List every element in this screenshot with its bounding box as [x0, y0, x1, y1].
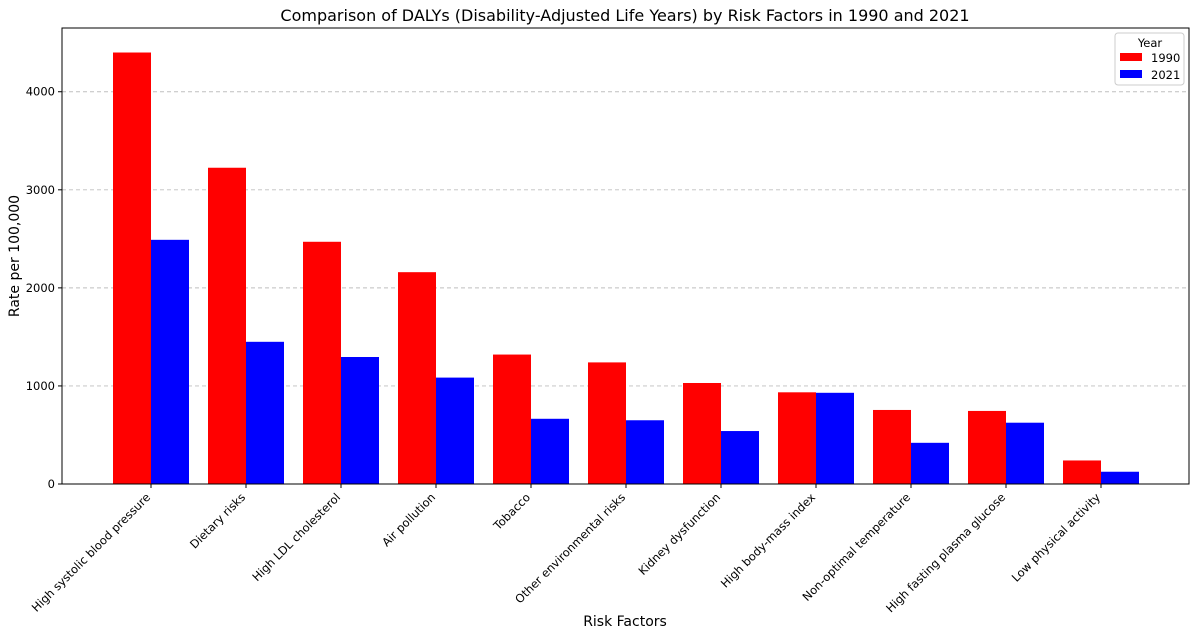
bar-2021	[816, 392, 854, 484]
bar-1990	[873, 409, 911, 484]
bar-1990	[303, 241, 341, 484]
bars	[113, 52, 1139, 485]
x-tick-label: High LDL cholesterol	[249, 490, 343, 584]
legend: Year 1990 2021	[1114, 32, 1185, 86]
x-tick-label: Other environmental risks	[512, 490, 628, 606]
bar-2021	[151, 239, 189, 484]
x-tick-label: Low physical activity	[1009, 490, 1104, 585]
x-axis-label: Risk Factors	[583, 614, 667, 630]
legend-label-1990: 1990	[1151, 51, 1180, 65]
y-tick-label: 1000	[26, 379, 55, 393]
x-tick-label: Air pollution	[379, 490, 438, 549]
x-axis: High systolic blood pressure Dietary risk…	[29, 484, 1104, 615]
bar-1990	[778, 392, 816, 484]
bar-2021	[246, 341, 284, 484]
x-tick-label: Kidney dysfunction	[635, 490, 723, 578]
bar-1990	[113, 52, 151, 485]
y-tick-label: 2000	[26, 281, 55, 295]
bar-2021	[1101, 471, 1139, 484]
x-tick-label: Dietary risks	[187, 490, 248, 551]
x-tick-label: Tobacco	[490, 490, 533, 533]
bar-2021	[531, 418, 569, 484]
bar-1990	[588, 362, 626, 484]
bar-2021	[341, 357, 379, 484]
bar-2021	[721, 431, 759, 484]
y-axis-label: Rate per 100,000	[7, 195, 23, 317]
bar-2021	[626, 420, 664, 484]
y-tick-label: 3000	[26, 183, 55, 197]
x-tick-label: High systolic blood pressure	[29, 490, 153, 614]
y-tick-label: 4000	[26, 85, 55, 99]
x-tick-label: Non-optimal temperature	[799, 490, 913, 604]
bar-1990	[1063, 460, 1101, 484]
bar-1990	[968, 410, 1006, 484]
bar-1990	[398, 272, 436, 484]
y-tick-label: 0	[48, 477, 55, 491]
x-tick-label: High body-mass index	[718, 490, 818, 590]
legend-swatch-2021	[1120, 70, 1142, 78]
bar-2021	[1006, 422, 1044, 484]
legend-swatch-1990	[1120, 53, 1142, 61]
legend-label-2021: 2021	[1151, 68, 1180, 82]
chart-title: Comparison of DALYs (Disability-Adjusted…	[280, 6, 969, 25]
bar-1990	[683, 382, 721, 484]
bar-1990	[208, 167, 246, 484]
legend-title: Year	[1137, 36, 1163, 50]
bar-1990	[493, 354, 531, 484]
bar-2021	[436, 377, 474, 484]
bar-2021	[911, 442, 949, 484]
y-axis: 0 1000 2000 3000 4000	[26, 85, 62, 491]
